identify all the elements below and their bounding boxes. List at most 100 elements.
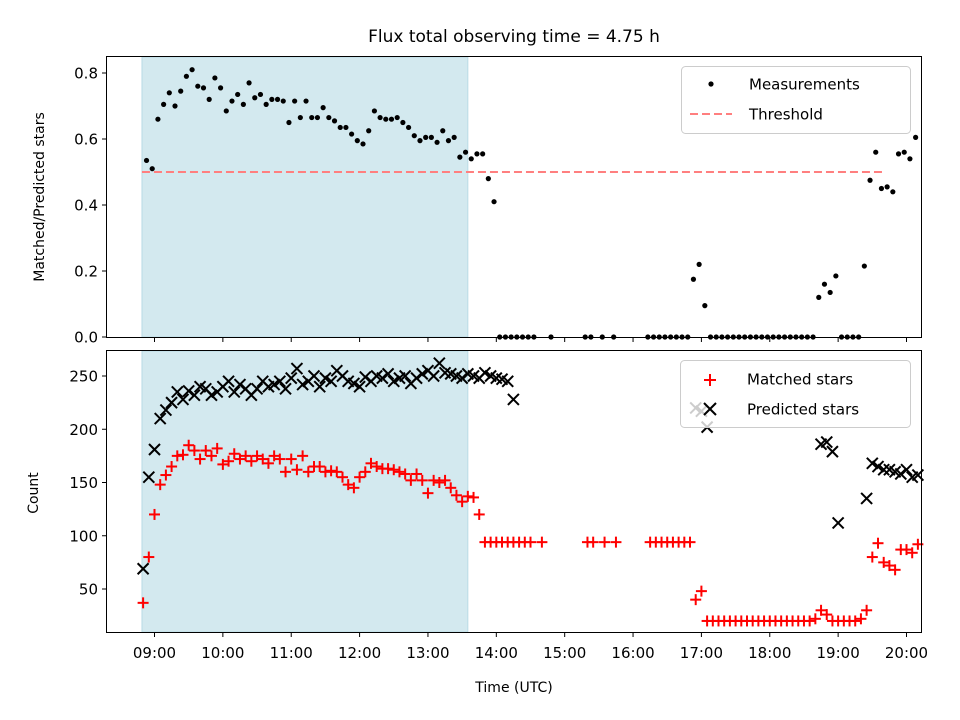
matched-point-25 — [280, 466, 292, 478]
measurement-point-0 — [143, 157, 150, 164]
measurements-legend-marker — [708, 81, 714, 87]
measurement-point-51 — [434, 139, 440, 145]
matched-point-9 — [188, 445, 200, 457]
measurement-point-27 — [297, 114, 303, 121]
predicted-point-3 — [153, 412, 167, 425]
predicted-legend-label: Predicted stars — [747, 401, 859, 419]
matched-point-114 — [872, 537, 884, 549]
matched-point-105 — [821, 609, 833, 621]
matched-point-68 — [525, 536, 536, 548]
matched-point-1 — [143, 551, 155, 563]
matched-point-43 — [382, 463, 394, 475]
measurement-point-49 — [423, 134, 429, 140]
matched-star-points — [137, 439, 924, 627]
predicted-point-64 — [501, 375, 514, 388]
matched-point-51 — [428, 474, 440, 486]
predicted-point-33 — [324, 375, 338, 388]
matched-point-16 — [228, 448, 240, 460]
measurement-point-119 — [901, 149, 907, 155]
predicted-point-5 — [165, 396, 178, 409]
measurement-point-3 — [161, 101, 167, 107]
matched-point-21 — [257, 453, 269, 465]
bottom-y-axis-label: Count — [26, 472, 42, 514]
matched-point-82 — [690, 594, 702, 606]
predicted-point-49 — [416, 367, 429, 381]
top-x-ticks — [154, 337, 907, 342]
predicted-point-51 — [427, 369, 440, 383]
matched-legend-label: Matched stars — [747, 371, 853, 389]
x-tick-label: 10:00 — [201, 644, 244, 662]
predicted-point-44 — [387, 375, 400, 388]
measurement-point-8 — [189, 67, 195, 73]
x-tick-label: 15:00 — [543, 644, 586, 662]
y-tick-label: 0.8 — [74, 65, 98, 83]
matched-point-36 — [342, 479, 354, 491]
measurement-point-7 — [183, 73, 190, 79]
measurement-point-18 — [246, 80, 252, 86]
measurement-point-47 — [411, 133, 417, 139]
measurement-point-34 — [337, 124, 343, 131]
measurement-point-28 — [303, 98, 309, 104]
x-tick-label: 11:00 — [270, 644, 313, 662]
matched-point-45 — [393, 466, 405, 478]
matched-point-120 — [906, 547, 918, 559]
matched-point-71 — [587, 536, 599, 548]
bottom-y-ticks: 50 100 150 200 250 — [69, 368, 107, 599]
measurement-point-52 — [440, 128, 446, 134]
matched-point-110 — [849, 615, 861, 627]
matched-point-57 — [462, 490, 474, 502]
matched-legend-marker — [704, 374, 716, 386]
matched-point-111 — [855, 613, 867, 625]
observing-window-shade — [141, 56, 469, 338]
y-tick-label: 200 — [69, 421, 98, 439]
measurement-point-23 — [274, 96, 281, 102]
bottom-x-ticks: 09:00 10:00 11:00 12:00 13:00 14:00 15:00 16:00… — [133, 632, 928, 662]
predicted-point-7 — [176, 393, 190, 406]
matched-point-58 — [468, 491, 480, 503]
measurement-point-60 — [485, 176, 491, 182]
predicted-point-65 — [507, 393, 520, 406]
predicted-point-52 — [433, 357, 446, 370]
measurement-point-43 — [388, 116, 395, 122]
measurement-point-11 — [206, 96, 212, 102]
measurement-point-115 — [878, 185, 885, 192]
matched-point-53 — [439, 474, 451, 486]
matched-point-13 — [211, 442, 223, 454]
matched-point-7 — [177, 449, 189, 461]
predicted-point-56 — [455, 371, 469, 385]
measurement-point-19 — [252, 95, 258, 101]
matched-point-72 — [599, 536, 611, 548]
measurement-point-10 — [200, 85, 207, 91]
measurement-point-42 — [383, 116, 389, 122]
measurement-point-61 — [491, 199, 497, 205]
predicted-point-43 — [381, 367, 395, 381]
measurement-point-12 — [212, 75, 218, 81]
matched-point-104 — [815, 604, 827, 616]
measurement-point-59 — [480, 151, 486, 157]
top-legend: Measurements Threshold — [681, 66, 911, 134]
measurement-point-83 — [696, 261, 702, 267]
measurement-point-6 — [178, 88, 184, 94]
predicted-point-76 — [877, 463, 890, 476]
top-axes-frame — [106, 56, 922, 338]
matched-point-48 — [411, 468, 423, 480]
measurements-legend-label: Measurements — [749, 76, 860, 94]
matched-point-19 — [245, 455, 257, 467]
predicted-point-72 — [831, 516, 845, 530]
predicted-point-39 — [359, 370, 372, 384]
measurement-point-40 — [371, 108, 378, 114]
predicted-point-6 — [171, 385, 184, 399]
matched-point-35 — [337, 471, 348, 483]
measurement-point-32 — [326, 114, 332, 121]
matched-point-112 — [861, 604, 873, 616]
measurement-point-4 — [166, 90, 172, 96]
matched-point-14 — [217, 458, 229, 470]
measurement-point-106 — [827, 289, 833, 296]
matched-point-24 — [274, 453, 286, 465]
measurement-point-53 — [445, 138, 452, 144]
bottom-legend-box — [680, 360, 911, 428]
measurement-point-39 — [366, 128, 372, 134]
predicted-point-38 — [353, 380, 366, 393]
measurement-point-114 — [873, 149, 879, 155]
matched-point-6 — [171, 450, 183, 462]
